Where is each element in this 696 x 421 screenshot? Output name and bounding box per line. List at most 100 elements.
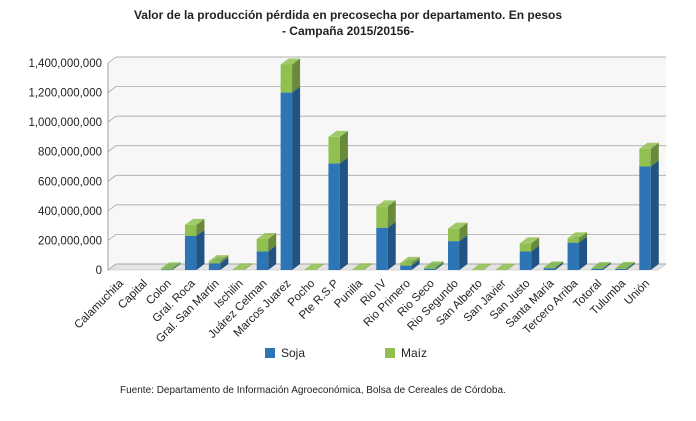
bar-side-marcos-juarez-maiz [292, 58, 301, 93]
bar-top-rio-segundo-maiz [448, 222, 468, 229]
chart-subtitle: - Campaña 2015/20156- [281, 24, 415, 38]
bar-ischilin-maiz [232, 269, 245, 270]
bar-top-punilla-maiz [352, 263, 372, 270]
bar-top-union-maiz [639, 142, 659, 149]
bar-san-justo-maiz [519, 243, 532, 252]
bar-union-maiz [639, 148, 651, 167]
bar-colon-maiz [161, 268, 173, 270]
bar-rio-primero-maiz [400, 262, 412, 266]
bar-side-tercero-arriba-soja [579, 236, 588, 270]
bar-side-san-justo-soja [531, 245, 540, 270]
bar-top-totoral-maiz [591, 262, 611, 269]
bar-top-tulumba-maiz [615, 261, 635, 268]
plot-back-wall [108, 57, 666, 270]
bar-top-rio-seco-maiz [424, 261, 444, 268]
gridline [107, 174, 666, 182]
bar-marcos-juarez-soja [280, 92, 293, 270]
y-tick-label: 200,000,000 [38, 235, 102, 247]
bar-rio-iv-soja [376, 227, 388, 270]
bar-santa-maria-maiz [543, 267, 556, 269]
bar-side-rio-segundo-maiz [459, 222, 468, 242]
legend-label-maiz: Maíz [401, 346, 428, 360]
bar-tercero-arriba-maiz [567, 238, 580, 243]
bar-top-marcos-juarez-maiz [280, 58, 301, 65]
bar-side-pte-r-s-p-soja [339, 157, 348, 270]
bar-top-pte-r-s-p-maiz [328, 130, 348, 137]
bar-marcos-juarez-maiz [280, 64, 293, 93]
gridline [107, 145, 666, 152]
y-tick-label: 600,000,000 [38, 176, 102, 188]
y-tick-label: 400,000,000 [38, 206, 102, 218]
bar-pte-r-s-p-soja [328, 163, 340, 270]
legend-item-soja: Soja [265, 346, 305, 360]
bar-rio-segundo-soja [448, 241, 460, 270]
legend-label-soja: Soja [281, 346, 306, 360]
bar-totoral-maiz [591, 268, 603, 269]
bar-side-juarez-celman-maiz [268, 232, 277, 252]
bar-top-tercero-arriba-maiz [567, 232, 588, 239]
bar-top-rio-primero-maiz [400, 256, 420, 263]
bar-side-totoral-soja [602, 262, 611, 270]
bar-rio-segundo-maiz [448, 228, 460, 242]
bar-top-san-alberto-maiz [471, 263, 492, 270]
bar-punilla-maiz [352, 269, 364, 270]
gridline [107, 234, 666, 241]
bar-side-colon-soja [172, 263, 181, 270]
bar-rio-primero-soja [400, 265, 412, 270]
bar-san-javier-maiz [495, 269, 508, 271]
gridline [107, 86, 666, 93]
bar-side-san-justo-maiz [531, 237, 540, 252]
bar-side-rio-iv-maiz [387, 200, 396, 228]
y-tick-label: 1,400,000,000 [28, 58, 102, 70]
bar-side-union-soja [650, 160, 659, 270]
bar-side-rio-primero-soja [411, 259, 420, 270]
bar-union-soja [639, 166, 651, 270]
bar-top-colon-maiz [161, 262, 181, 269]
bar-side-pocho-maiz [316, 263, 324, 270]
bar-side-gral-san-martin-maiz [220, 255, 229, 264]
legend-item-maiz: Maíz [385, 346, 427, 360]
bar-tulumba-maiz [615, 267, 627, 269]
gridline [107, 56, 666, 64]
bar-colon-soja [161, 269, 173, 271]
bar-gral-san-martin-soja [208, 263, 221, 270]
bar-top-rio-iv-maiz [376, 200, 396, 207]
bar-side-juarez-celman-soja [268, 245, 277, 270]
bar-side-totoral-maiz [602, 262, 611, 269]
y-tick-label: 800,000,000 [38, 147, 102, 159]
bar-gral-roca-soja [184, 235, 197, 270]
bar-side-colon-maiz [172, 262, 181, 270]
bar-side-santa-maria-soja [555, 262, 564, 270]
chart-title: Valor de la producción pérdida en precos… [133, 8, 563, 22]
bar-side-san-javier-maiz [507, 263, 516, 270]
bar-rio-seco-maiz [424, 267, 436, 269]
bar-side-rio-iv-soja [387, 221, 396, 270]
bar-san-justo-soja [519, 251, 532, 270]
bar-top-san-justo-maiz [519, 237, 540, 244]
bar-top-san-javier-maiz [495, 263, 516, 270]
bar-top-gral-san-martin-maiz [208, 255, 229, 262]
bar-side-tulumba-soja [626, 262, 635, 270]
bar-side-san-alberto-maiz [483, 263, 492, 270]
bar-pte-r-s-p-maiz [328, 136, 340, 164]
bar-rio-seco-soja [424, 268, 436, 270]
x-tick-label-union: Unión [622, 278, 652, 308]
bar-pocho-maiz [304, 269, 316, 271]
bar-tercero-arriba-soja [567, 242, 580, 270]
bar-side-tulumba-maiz [626, 261, 635, 269]
y-tick-label: 0 [96, 265, 102, 277]
y-tick-label: 1,000,000,000 [28, 117, 102, 129]
bar-top-juarez-celman-maiz [256, 232, 277, 239]
bar-side-pte-r-s-p-maiz [339, 130, 348, 164]
bar-juarez-celman-soja [256, 251, 269, 270]
bar-side-rio-seco-soja [435, 262, 444, 270]
bar-side-gral-roca-maiz [196, 218, 205, 236]
bar-santa-maria-soja [543, 268, 556, 270]
bar-rio-iv-maiz [376, 206, 388, 228]
bar-side-gral-roca-soja [196, 229, 205, 270]
bar-side-rio-seco-maiz [435, 261, 444, 269]
gridline [107, 115, 666, 123]
bar-side-marcos-juarez-soja [292, 86, 301, 270]
source-note: Fuente: Departamento de Información Agro… [120, 385, 506, 396]
bar-top-gral-roca-maiz [184, 218, 205, 225]
